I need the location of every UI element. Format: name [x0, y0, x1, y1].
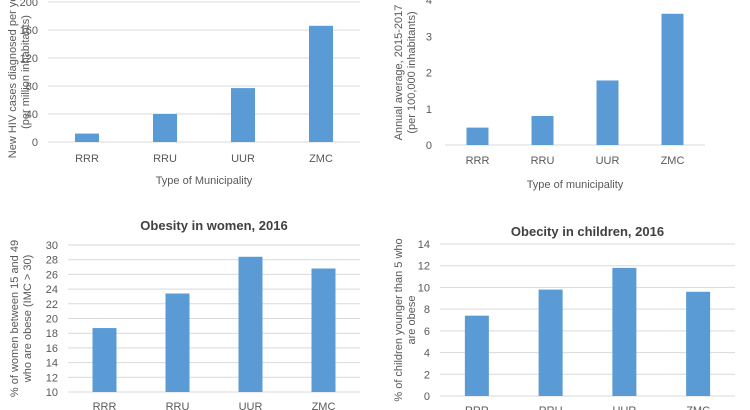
chart-4: Obecity in children, 2016 0 2 4 6 8 10 12 14 RRR R… [393, 224, 735, 410]
x-tick-label: ZMC [661, 155, 685, 167]
y-axis-label-line: Annual average, 2015-2017 [393, 5, 405, 141]
x-tick-label: RRR [466, 155, 490, 167]
bar-rrr [464, 315, 489, 396]
y-tick-label: 18 [46, 328, 58, 340]
y-axis-label: New HIV cases diagnosed per year(per mil… [7, 0, 32, 158]
y-axis-label-line: (per 100,000 inhabitants) [406, 11, 418, 133]
y-tick-label: 1 [426, 104, 432, 116]
y-tick-label: 10 [418, 282, 430, 294]
bar-rru [165, 293, 190, 392]
y-tick-label: 6 [424, 326, 430, 338]
y-axis-label: % of women between 15 and 49who are obes… [9, 240, 34, 397]
y-tick-label: 2 [426, 68, 432, 80]
y-tick-label: 200 [20, 0, 38, 9]
y-tick-label: 3 [426, 31, 432, 43]
y-axis-label-line: % of women between 15 and 49 [9, 240, 21, 397]
x-tick-label: UUR [239, 401, 263, 410]
bar-zmc [309, 25, 333, 142]
y-tick-label: 8 [424, 304, 430, 316]
y-tick-label: 22 [46, 299, 58, 311]
bar-uur [596, 80, 619, 145]
x-tick-label: ZMC [686, 405, 710, 410]
y-axis-label-line: % of children younger than 5 who [393, 238, 405, 401]
y-axis-label-line: New HIV cases diagnosed per year [7, 0, 19, 158]
bar-rru [538, 289, 563, 396]
y-tick-label: 160 [20, 25, 38, 37]
x-tick-label: UUR [596, 155, 620, 167]
x-tick-label: ZMC [312, 401, 336, 410]
y-tick-label: 30 [46, 240, 58, 252]
y-tick-label: 2 [424, 369, 430, 381]
y-tick-label: 20 [46, 314, 58, 326]
bar-rrr [92, 328, 117, 392]
y-tick-label: 26 [46, 269, 58, 281]
y-tick-label: 40 [26, 109, 38, 121]
x-tick-label: RRR [75, 153, 99, 165]
x-tick-label: UUR [612, 405, 636, 410]
chart-3: Obesity in women, 2016 10 12 14 16 18 20 22 24 26… [9, 218, 360, 410]
y-tick-label: 14 [418, 239, 430, 251]
y-tick-label: 0 [32, 137, 38, 149]
x-axis-label: Type of Municipality [156, 175, 253, 187]
y-tick-label: 0 [424, 391, 430, 403]
chart-title: Obecity in children, 2016 [511, 224, 664, 239]
bar-rru [153, 114, 177, 142]
bar-zmc [311, 268, 336, 392]
y-tick-label: 120 [20, 53, 38, 65]
bar-rrr [466, 127, 489, 145]
x-tick-label: UUR [231, 153, 255, 165]
chart-2: 0 1 2 3 4 RRR RRU UUR ZMC Type of municipality Ann… [393, 0, 705, 191]
y-tick-label: 10 [46, 387, 58, 399]
y-tick-label: 0 [426, 140, 432, 152]
bar-uur [238, 256, 263, 392]
x-tick-label: RRR [465, 405, 489, 410]
chart-1: 0 40 80 120 160 200 RRR RRU UUR ZMC Type of Munici… [7, 0, 360, 187]
x-axis-label: Type of municipality [527, 179, 624, 191]
x-tick-label: ZMC [309, 153, 333, 165]
bar-uur [231, 88, 255, 142]
y-axis-label: Annual average, 2015-2017(per 100,000 in… [393, 5, 418, 141]
x-tick-label: RRU [539, 405, 563, 410]
x-tick-label: RRR [93, 401, 117, 410]
x-tick-label: RRU [531, 155, 555, 167]
y-tick-label: 4 [426, 0, 432, 7]
bar-rru [531, 116, 554, 145]
y-tick-label: 16 [46, 343, 58, 355]
bar-rrr [75, 133, 99, 142]
y-tick-label: 24 [46, 284, 58, 296]
y-tick-label: 80 [26, 81, 38, 93]
y-axis-label-line: are obese [406, 296, 418, 345]
y-tick-label: 12 [418, 261, 430, 273]
x-tick-label: RRU [153, 153, 177, 165]
bar-uur [612, 267, 637, 396]
y-axis-label: % of children younger than 5 whoare obes… [393, 238, 418, 401]
y-tick-label: 4 [424, 348, 430, 360]
bar-zmc [661, 13, 684, 146]
y-axis-label-line: (per million inhabitants) [20, 15, 32, 129]
x-tick-label: RRU [166, 401, 190, 410]
y-axis-label-line: who are obese (IMC > 30) [22, 255, 34, 383]
y-tick-label: 28 [46, 255, 58, 267]
chart-title: Obesity in women, 2016 [140, 218, 287, 233]
y-tick-label: 14 [46, 358, 58, 370]
y-tick-label: 12 [46, 372, 58, 384]
bar-zmc [686, 291, 711, 396]
